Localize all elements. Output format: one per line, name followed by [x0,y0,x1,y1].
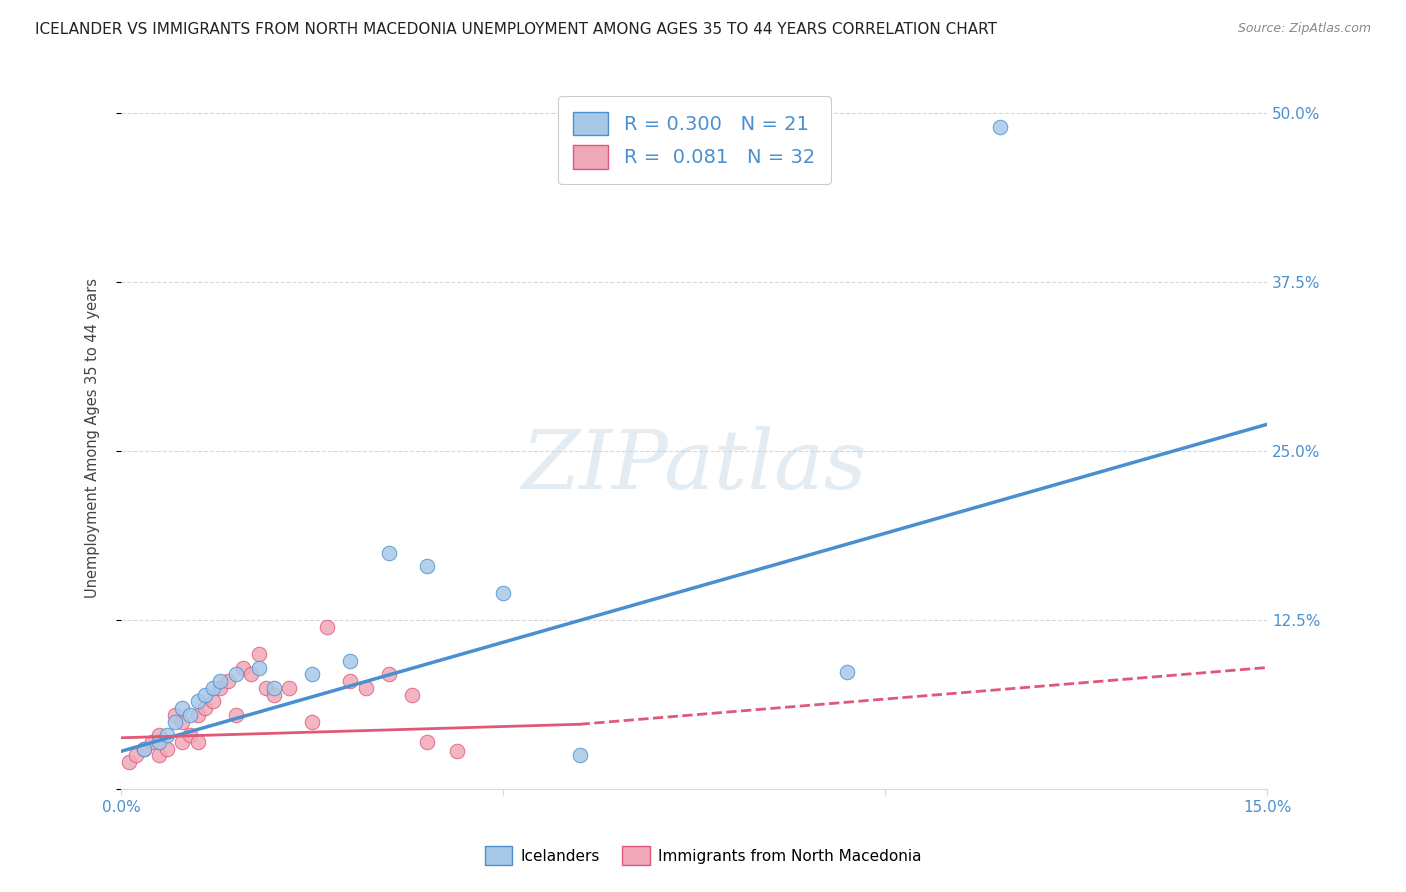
Point [163,707,186,722]
Point [187,694,209,708]
Point [339,673,361,688]
Point [209,681,232,695]
Point [172,701,194,715]
Point [416,559,439,574]
Point [156,741,179,756]
Point [132,741,155,756]
Y-axis label: Unemployment Among Ages 35 to 44 years: Unemployment Among Ages 35 to 44 years [86,277,100,598]
Point [492,586,515,600]
Point [148,748,170,763]
Point [339,654,361,668]
Text: ZIPatlas: ZIPatlas [522,425,868,506]
Point [172,714,194,729]
Point [194,688,217,702]
Text: Source: ZipAtlas.com: Source: ZipAtlas.com [1237,22,1371,36]
Point [217,673,239,688]
Point [187,735,209,749]
Legend: Icelanders, Immigrants from North Macedonia: Icelanders, Immigrants from North Macedo… [479,840,927,871]
Point [225,707,247,722]
Point [988,120,1011,134]
Point [194,701,217,715]
Point [148,728,170,742]
Point [141,735,163,749]
Point [401,688,423,702]
Point [172,735,194,749]
Point [301,714,323,729]
Point [118,755,141,769]
Point [278,681,301,695]
Point [247,660,270,674]
Point [225,667,247,681]
Legend: R = 0.300   N = 21, R =  0.081   N = 32: R = 0.300 N = 21, R = 0.081 N = 32 [558,96,831,185]
Point [377,667,399,681]
Point [835,665,858,679]
Point [416,735,439,749]
Point [232,660,254,674]
Point [568,748,591,763]
Text: ICELANDER VS IMMIGRANTS FROM NORTH MACEDONIA UNEMPLOYMENT AMONG AGES 35 TO 44 YE: ICELANDER VS IMMIGRANTS FROM NORTH MACED… [35,22,997,37]
Point [187,707,209,722]
Point [263,681,285,695]
Point [201,681,224,695]
Point [354,681,377,695]
Point [125,748,148,763]
Point [316,620,339,634]
Point [240,667,263,681]
Point [156,728,179,742]
Point [148,735,170,749]
Point [209,673,232,688]
Point [201,694,224,708]
Point [263,688,285,702]
Point [132,741,155,756]
Point [179,728,201,742]
Point [163,714,186,729]
Point [301,667,323,681]
Point [247,647,270,661]
Point [377,546,399,560]
Point [446,744,468,758]
Point [179,707,201,722]
Point [254,681,277,695]
